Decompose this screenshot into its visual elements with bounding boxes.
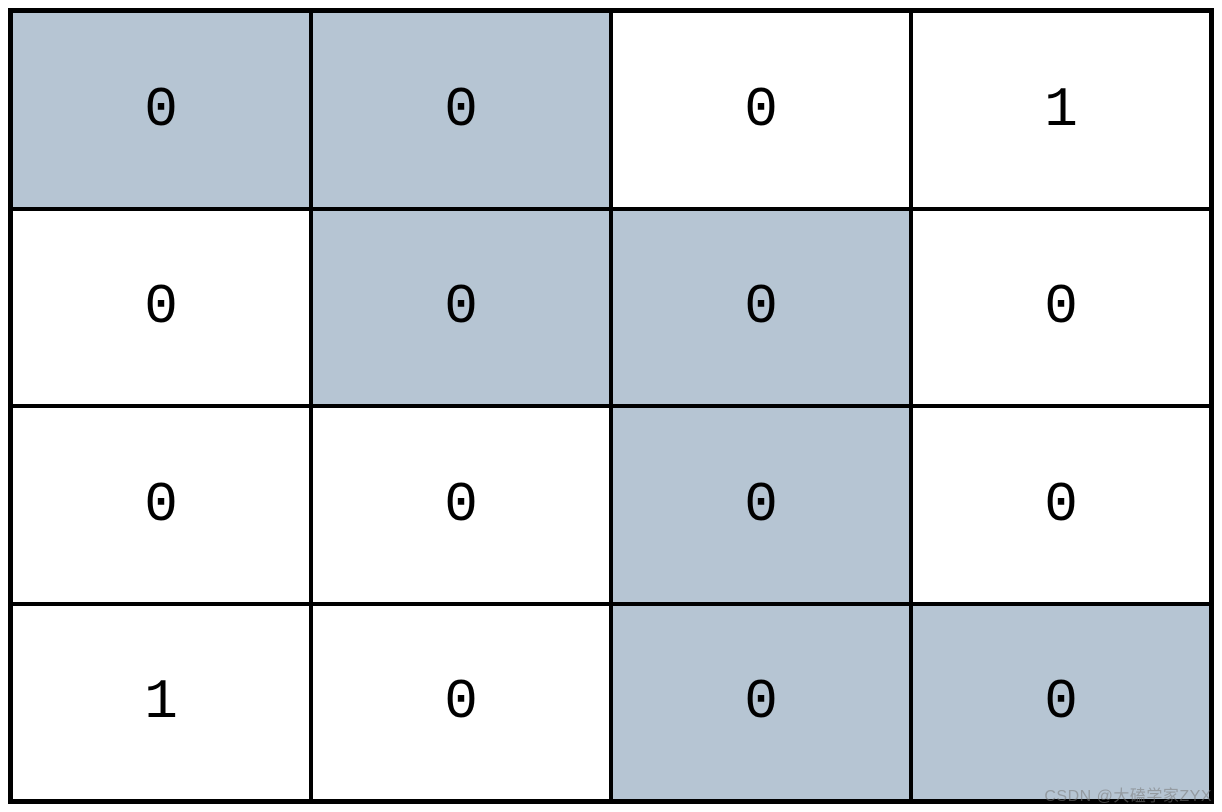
cell-0-0: 0 (11, 11, 311, 209)
cell-value: 1 (1044, 78, 1078, 142)
cell-value: 0 (444, 78, 478, 142)
cell-value: 0 (744, 670, 778, 734)
cell-value: 0 (144, 275, 178, 339)
cell-0-2: 0 (611, 11, 911, 209)
cell-value: 0 (744, 78, 778, 142)
cell-value: 0 (444, 275, 478, 339)
cell-value: 0 (144, 473, 178, 537)
watermark-text: CSDN @大磕学家ZYX (1044, 782, 1212, 806)
cell-3-1: 0 (311, 604, 611, 802)
cell-2-3: 0 (911, 406, 1211, 604)
cell-2-1: 0 (311, 406, 611, 604)
cell-value: 0 (1044, 670, 1078, 734)
cell-value: 0 (444, 670, 478, 734)
cell-0-1: 0 (311, 11, 611, 209)
cell-value: 0 (1044, 473, 1078, 537)
cell-1-2: 0 (611, 209, 911, 407)
cell-value: 0 (744, 275, 778, 339)
matrix-grid: 0 0 0 1 0 0 0 0 0 0 0 0 1 0 0 0 (8, 8, 1214, 804)
cell-3-0: 1 (11, 604, 311, 802)
cell-value: 0 (444, 473, 478, 537)
cell-0-3: 1 (911, 11, 1211, 209)
cell-value: 0 (144, 78, 178, 142)
cell-1-1: 0 (311, 209, 611, 407)
cell-3-3: 0 (911, 604, 1211, 802)
cell-3-2: 0 (611, 604, 911, 802)
cell-value: 1 (144, 670, 178, 734)
cell-1-0: 0 (11, 209, 311, 407)
cell-value: 0 (744, 473, 778, 537)
cell-1-3: 0 (911, 209, 1211, 407)
cell-2-0: 0 (11, 406, 311, 604)
cell-value: 0 (1044, 275, 1078, 339)
cell-2-2: 0 (611, 406, 911, 604)
